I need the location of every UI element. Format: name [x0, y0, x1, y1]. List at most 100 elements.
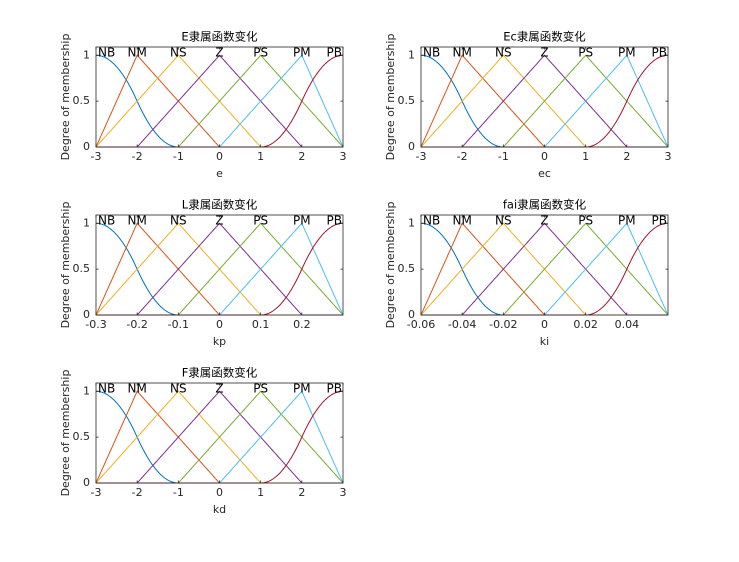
x-tick-label: 0.2 — [293, 318, 311, 331]
x-axis-label: kp — [213, 335, 226, 348]
chart-title: F隶属函数变化 — [182, 366, 258, 380]
x-tick-label: 0.02 — [573, 318, 598, 331]
mf-label: NM — [127, 214, 146, 228]
mf-label: PM — [293, 46, 311, 60]
axes-background — [96, 215, 343, 315]
mf-label: Z — [215, 382, 223, 396]
mf-label: Z — [540, 214, 548, 228]
mf-label: NS — [495, 46, 512, 60]
x-tick-label: -3 — [91, 150, 102, 163]
axes-background — [421, 47, 668, 147]
mf-label: PM — [293, 382, 311, 396]
x-tick-label: 0.1 — [252, 318, 270, 331]
x-tick-label: 2 — [298, 486, 305, 499]
x-tick-label: 3 — [665, 150, 672, 163]
x-tick-label: 3 — [340, 486, 347, 499]
mf-label: NB — [98, 46, 115, 60]
x-tick-label: -2 — [457, 150, 468, 163]
x-tick-label: -1 — [173, 486, 184, 499]
mf-label: PM — [618, 46, 636, 60]
y-tick-label: 0.5 — [398, 262, 416, 275]
x-tick-label: -2 — [132, 150, 143, 163]
mf-label: NM — [452, 214, 471, 228]
x-tick-label: -0.04 — [448, 318, 476, 331]
mf-label: Z — [215, 46, 223, 60]
x-tick-label: -0.06 — [407, 318, 435, 331]
x-tick-label: 1 — [257, 150, 264, 163]
x-tick-label: -0.2 — [126, 318, 147, 331]
mf-label: Z — [215, 214, 223, 228]
y-tick-label: 1 — [83, 216, 90, 229]
y-tick-label: 1 — [408, 48, 415, 61]
x-tick-label: 1 — [257, 486, 264, 499]
x-tick-label: 0 — [216, 150, 223, 163]
mf-label: PS — [578, 214, 593, 228]
mf-label: PS — [253, 46, 268, 60]
x-tick-label: -2 — [132, 486, 143, 499]
x-tick-label: 0 — [216, 486, 223, 499]
y-axis-label: Degree of membership — [59, 202, 72, 329]
axes-background — [96, 383, 343, 483]
y-tick-label: 1 — [408, 216, 415, 229]
x-tick-label: 2 — [298, 150, 305, 163]
y-tick-label: 0 — [408, 140, 415, 153]
mf-label: PM — [293, 214, 311, 228]
x-axis-label: ki — [540, 335, 549, 348]
y-axis-label: Degree of membership — [59, 34, 72, 161]
mf-label: Z — [540, 46, 548, 60]
mf-label: NS — [170, 214, 187, 228]
chart-title: fai隶属函数变化 — [503, 198, 587, 212]
x-tick-label: 0 — [541, 318, 548, 331]
x-axis-label: e — [216, 167, 223, 180]
mf-label: NM — [452, 46, 471, 60]
y-tick-label: 0.5 — [73, 262, 91, 275]
axes-background — [421, 215, 668, 315]
mf-label: PS — [578, 46, 593, 60]
mf-label: PM — [618, 214, 636, 228]
mf-label: NB — [423, 214, 440, 228]
y-tick-label: 0.5 — [73, 94, 91, 107]
mf-label: PB — [652, 46, 667, 60]
x-tick-label: -0.3 — [85, 318, 106, 331]
mf-label: NM — [127, 382, 146, 396]
mf-label: PB — [327, 382, 342, 396]
y-axis-label: Degree of membership — [384, 34, 397, 161]
x-tick-label: 0.04 — [615, 318, 640, 331]
axes-background — [96, 47, 343, 147]
chart-title: L隶属函数变化 — [182, 198, 258, 212]
x-tick-label: -3 — [91, 486, 102, 499]
y-tick-label: 0 — [83, 308, 90, 321]
y-tick-label: 0 — [408, 308, 415, 321]
y-axis-label: Degree of membership — [384, 202, 397, 329]
mf-label: NB — [98, 214, 115, 228]
chart-title: E隶属函数变化 — [181, 30, 258, 44]
y-tick-label: 0.5 — [73, 430, 91, 443]
y-tick-label: 0 — [83, 476, 90, 489]
chart-title: Ec隶属函数变化 — [503, 30, 586, 44]
x-tick-label: 0 — [216, 318, 223, 331]
x-tick-label: -3 — [416, 150, 427, 163]
x-tick-label: 2 — [623, 150, 630, 163]
mf-label: NM — [127, 46, 146, 60]
x-tick-label: -0.1 — [168, 318, 189, 331]
x-tick-label: -1 — [173, 150, 184, 163]
mf-label: NS — [170, 46, 187, 60]
x-tick-label: 0 — [541, 150, 548, 163]
y-tick-label: 1 — [83, 48, 90, 61]
mf-label: PS — [253, 382, 268, 396]
x-tick-label: 3 — [340, 150, 347, 163]
y-tick-label: 1 — [83, 384, 90, 397]
mf-label: NB — [98, 382, 115, 396]
mf-label: PS — [253, 214, 268, 228]
x-tick-label: -0.02 — [489, 318, 517, 331]
x-axis-label: ec — [538, 167, 551, 180]
x-axis-label: kd — [213, 503, 226, 516]
mf-label: NS — [170, 382, 187, 396]
mf-label: PB — [652, 214, 667, 228]
mf-label: NB — [423, 46, 440, 60]
y-tick-label: 0 — [83, 140, 90, 153]
y-tick-label: 0.5 — [398, 94, 416, 107]
mf-label: PB — [327, 214, 342, 228]
x-tick-label: 1 — [582, 150, 589, 163]
